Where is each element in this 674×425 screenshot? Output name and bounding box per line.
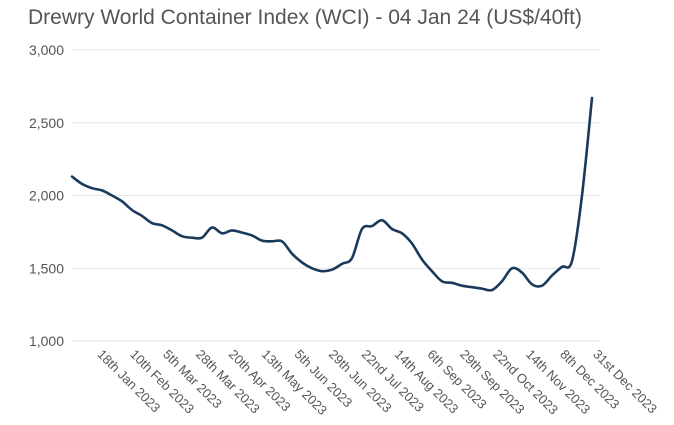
y-tick-label: 2,000 xyxy=(29,188,64,204)
y-tick-label: 1,000 xyxy=(29,333,64,349)
y-tick-label: 1,500 xyxy=(29,260,64,276)
chart-title: Drewry World Container Index (WCI) - 04 … xyxy=(28,6,582,29)
wci-line xyxy=(70,96,594,292)
y-tick-label: 3,000 xyxy=(29,42,64,58)
y-tick-label: 2,500 xyxy=(29,115,64,131)
